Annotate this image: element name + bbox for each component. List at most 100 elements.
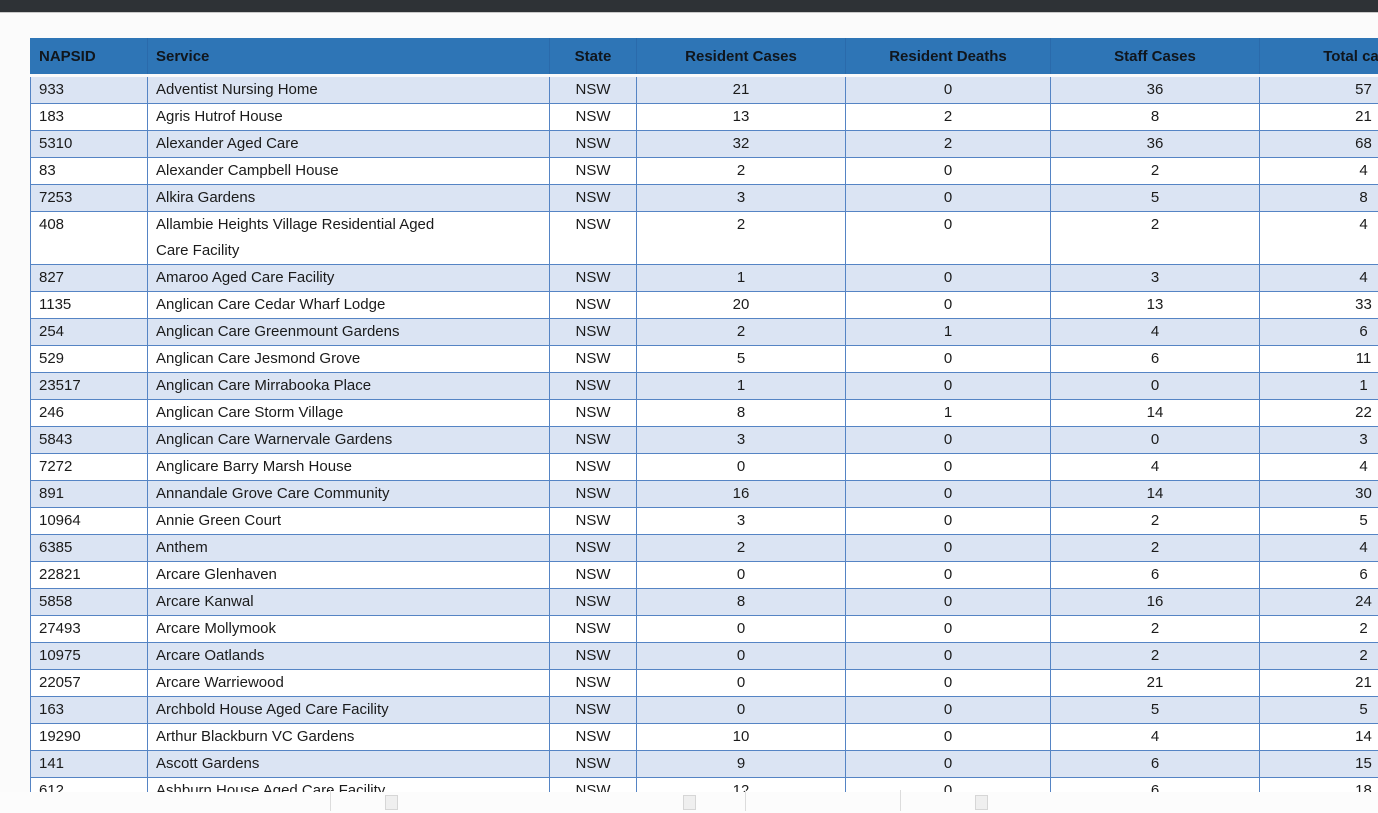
cell-resident_cases: 1 bbox=[636, 264, 846, 292]
cell-napsid: 5843 bbox=[30, 426, 148, 454]
cell-text-total_cases: 4 bbox=[1359, 216, 1368, 233]
cell-staff_cases: 5 bbox=[1050, 184, 1260, 212]
cell-service: Archbold House Aged Care Facility bbox=[147, 696, 550, 724]
cell-text-total_cases: 21 bbox=[1355, 674, 1372, 691]
cell-resident_deaths: 0 bbox=[845, 507, 1051, 535]
cell-text-service: Allambie Heights Village Residential Age… bbox=[156, 216, 435, 259]
cell-staff_cases: 2 bbox=[1050, 507, 1260, 535]
cell-text-napsid: 529 bbox=[39, 350, 65, 367]
cell-napsid: 6385 bbox=[30, 534, 148, 562]
cell-text-napsid: 19290 bbox=[39, 728, 81, 745]
cell-service: Arcare Oatlands bbox=[147, 642, 550, 670]
cell-staff_cases: 4 bbox=[1050, 723, 1260, 751]
cell-state: NSW bbox=[549, 696, 637, 724]
cell-staff_cases: 3 bbox=[1050, 264, 1260, 292]
cell-resident_deaths: 0 bbox=[845, 750, 1051, 778]
cell-text-resident_deaths: 0 bbox=[943, 162, 953, 179]
cell-text-state: NSW bbox=[575, 755, 611, 772]
cell-service: Agris Hutrof House bbox=[147, 103, 550, 131]
cell-napsid: 529 bbox=[30, 345, 148, 373]
cell-text-resident_deaths: 0 bbox=[943, 539, 953, 556]
cell-text-resident_cases: 12 bbox=[732, 782, 750, 792]
cell-text-resident_deaths: 0 bbox=[943, 755, 953, 772]
cell-resident_cases: 12 bbox=[636, 777, 846, 792]
cell-total_cases: 57 bbox=[1259, 75, 1378, 104]
cell-napsid: 827 bbox=[30, 264, 148, 292]
cell-staff_cases: 0 bbox=[1050, 426, 1260, 454]
cell-resident_cases: 32 bbox=[636, 130, 846, 158]
cell-text-staff_cases: 4 bbox=[1150, 323, 1160, 340]
cell-resident_cases: 20 bbox=[636, 291, 846, 319]
cell-staff_cases: 6 bbox=[1050, 561, 1260, 589]
cell-text-staff_cases: 2 bbox=[1150, 647, 1160, 664]
cell-state: NSW bbox=[549, 750, 637, 778]
bottom-strip bbox=[0, 790, 1378, 813]
cell-text-staff_cases: 16 bbox=[1146, 593, 1164, 610]
cell-resident_cases: 2 bbox=[636, 211, 846, 265]
cell-service: Allambie Heights Village Residential Age… bbox=[147, 211, 550, 265]
cell-total_cases: 2 bbox=[1259, 615, 1378, 643]
cell-text-staff_cases: 36 bbox=[1146, 135, 1164, 152]
cell-service: Anglican Care Storm Village bbox=[147, 399, 550, 427]
cell-resident_deaths: 0 bbox=[845, 426, 1051, 454]
cell-staff_cases: 21 bbox=[1050, 669, 1260, 697]
cell-text-state: NSW bbox=[575, 728, 611, 745]
cell-text-state: NSW bbox=[575, 269, 611, 286]
table-body: 933 Adventist Nursing Home NSW 21 0 36 57 183 Ag… bbox=[30, 75, 1378, 792]
cell-resident_cases: 5 bbox=[636, 345, 846, 373]
cell-text-staff_cases: 8 bbox=[1150, 108, 1160, 125]
column-header-resident_deaths: Resident Deaths bbox=[845, 38, 1051, 77]
cell-text-resident_deaths: 0 bbox=[943, 674, 953, 691]
cell-state: NSW bbox=[549, 157, 637, 185]
table-row: 83 Alexander Campbell House NSW 2 0 2 4 bbox=[30, 157, 1378, 185]
cell-state: NSW bbox=[549, 75, 637, 104]
document-viewport[interactable]: NAPSID Service State Resident Cases Resident… bbox=[0, 13, 1378, 792]
cell-text-state: NSW bbox=[575, 135, 611, 152]
table-row: 5310 Alexander Aged Care NSW 32 2 36 68 bbox=[30, 130, 1378, 158]
cell-text-resident_deaths: 0 bbox=[943, 647, 953, 664]
cell-resident_deaths: 0 bbox=[845, 345, 1051, 373]
cell-resident_cases: 0 bbox=[636, 561, 846, 589]
cell-text-total_cases: 2 bbox=[1359, 620, 1368, 637]
cell-service: Anglican Care Greenmount Gardens bbox=[147, 318, 550, 346]
cell-napsid: 254 bbox=[30, 318, 148, 346]
cell-text-resident_deaths: 1 bbox=[943, 323, 953, 340]
cell-text-service: Ashburn House Aged Care Facility bbox=[156, 782, 386, 792]
cell-text-napsid: 1135 bbox=[39, 296, 72, 313]
cell-text-staff_cases: 14 bbox=[1146, 404, 1164, 421]
cell-text-resident_cases: 2 bbox=[736, 162, 746, 179]
cell-text-total_cases: 11 bbox=[1355, 350, 1372, 367]
table-row: 891 Annandale Grove Care Community NSW 16 0 1… bbox=[30, 480, 1378, 508]
cell-text-service: Anglican Care Storm Village bbox=[156, 404, 344, 421]
cell-text-staff_cases: 6 bbox=[1150, 350, 1160, 367]
cell-napsid: 22821 bbox=[30, 561, 148, 589]
cell-resident_deaths: 0 bbox=[845, 534, 1051, 562]
cell-staff_cases: 4 bbox=[1050, 318, 1260, 346]
cell-text-napsid: 141 bbox=[39, 755, 65, 772]
cell-resident_cases: 8 bbox=[636, 588, 846, 616]
cell-text-state: NSW bbox=[575, 593, 611, 610]
cell-total_cases: 4 bbox=[1259, 453, 1378, 481]
cell-text-napsid: 5858 bbox=[39, 593, 73, 610]
cell-text-service: Agris Hutrof House bbox=[156, 108, 283, 125]
table-row: 254 Anglican Care Greenmount Gardens NSW 2 1… bbox=[30, 318, 1378, 346]
table-row: 27493 Arcare Mollymook NSW 0 0 2 2 bbox=[30, 615, 1378, 643]
cell-napsid: 22057 bbox=[30, 669, 148, 697]
cell-total_cases: 24 bbox=[1259, 588, 1378, 616]
cell-text-resident_cases: 3 bbox=[736, 189, 746, 206]
cell-text-resident_deaths: 0 bbox=[943, 701, 953, 718]
cell-text-resident_deaths: 0 bbox=[943, 296, 953, 313]
table-row: 7272 Anglicare Barry Marsh House NSW 0 0 4 4 bbox=[30, 453, 1378, 481]
cell-text-service: Annie Green Court bbox=[156, 512, 282, 529]
cell-total_cases: 68 bbox=[1259, 130, 1378, 158]
cell-text-total_cases: 21 bbox=[1355, 108, 1372, 125]
cell-text-state: NSW bbox=[575, 620, 611, 637]
table-row: 246 Anglican Care Storm Village NSW 8 1 14 22 bbox=[30, 399, 1378, 427]
table-row: 22821 Arcare Glenhaven NSW 0 0 6 6 bbox=[30, 561, 1378, 589]
cell-total_cases: 5 bbox=[1259, 696, 1378, 724]
cell-text-resident_deaths: 0 bbox=[943, 782, 953, 792]
cell-total_cases: 4 bbox=[1259, 264, 1378, 292]
cell-text-napsid: 891 bbox=[39, 485, 65, 502]
cell-resident_cases: 2 bbox=[636, 318, 846, 346]
cell-resident_deaths: 0 bbox=[845, 561, 1051, 589]
